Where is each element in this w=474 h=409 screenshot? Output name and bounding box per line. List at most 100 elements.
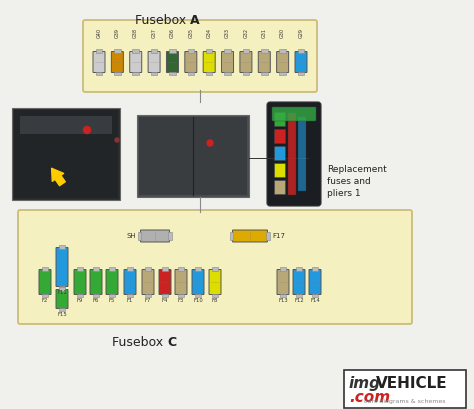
Bar <box>59 245 65 249</box>
Bar <box>224 72 231 75</box>
Text: F6: F6 <box>93 298 99 303</box>
Bar <box>14 110 118 198</box>
Bar <box>279 49 286 52</box>
Bar <box>188 49 194 52</box>
FancyBboxPatch shape <box>233 230 267 242</box>
Bar <box>145 294 151 297</box>
FancyBboxPatch shape <box>272 107 316 121</box>
Text: F15: F15 <box>57 312 67 317</box>
Bar <box>296 267 302 270</box>
FancyBboxPatch shape <box>274 180 285 195</box>
FancyBboxPatch shape <box>274 164 285 178</box>
FancyBboxPatch shape <box>240 52 252 72</box>
Bar <box>261 72 267 75</box>
Bar <box>42 267 48 270</box>
Text: F13: F13 <box>278 298 288 303</box>
Text: VEHICLE: VEHICLE <box>376 376 447 391</box>
Bar <box>151 72 157 75</box>
Bar <box>132 72 139 75</box>
Bar <box>109 294 115 297</box>
Text: G33: G33 <box>225 28 230 38</box>
FancyBboxPatch shape <box>203 52 215 72</box>
FancyBboxPatch shape <box>209 270 221 294</box>
Bar <box>212 294 219 297</box>
FancyBboxPatch shape <box>175 270 187 294</box>
Bar <box>266 232 270 240</box>
Bar <box>42 294 48 297</box>
Bar <box>59 287 65 290</box>
Bar <box>206 49 212 52</box>
Text: F4: F4 <box>162 298 168 303</box>
Bar <box>195 294 201 297</box>
Bar <box>77 267 83 270</box>
Bar <box>298 72 304 75</box>
FancyBboxPatch shape <box>90 270 102 294</box>
FancyBboxPatch shape <box>18 210 412 324</box>
FancyBboxPatch shape <box>56 247 68 286</box>
FancyBboxPatch shape <box>159 270 171 294</box>
FancyBboxPatch shape <box>74 270 86 294</box>
Text: G38: G38 <box>133 28 138 38</box>
FancyBboxPatch shape <box>166 52 178 72</box>
Bar <box>114 49 121 52</box>
FancyBboxPatch shape <box>148 52 160 72</box>
Bar <box>312 267 319 270</box>
FancyBboxPatch shape <box>274 146 285 160</box>
Bar <box>59 308 65 311</box>
Text: img: img <box>349 376 381 391</box>
Circle shape <box>207 140 213 146</box>
Bar <box>288 113 296 195</box>
Bar <box>178 267 184 270</box>
FancyBboxPatch shape <box>124 270 136 294</box>
FancyBboxPatch shape <box>258 52 270 72</box>
Bar <box>168 232 172 240</box>
Bar <box>206 72 212 75</box>
FancyBboxPatch shape <box>83 20 317 92</box>
Text: fuses and: fuses and <box>327 177 371 186</box>
Bar <box>162 294 168 297</box>
Bar <box>298 117 306 191</box>
FancyBboxPatch shape <box>93 52 105 72</box>
Bar <box>77 294 83 297</box>
Text: F7: F7 <box>145 298 151 303</box>
Text: .com: .com <box>349 390 390 405</box>
Text: SH: SH <box>127 233 136 239</box>
Bar <box>151 49 157 52</box>
FancyBboxPatch shape <box>185 52 197 72</box>
Bar <box>20 116 112 134</box>
Text: F8: F8 <box>212 298 218 303</box>
FancyBboxPatch shape <box>267 102 321 206</box>
FancyBboxPatch shape <box>56 290 68 308</box>
Bar <box>127 294 133 297</box>
Bar <box>230 232 234 240</box>
Bar <box>280 294 286 297</box>
Bar <box>12 108 120 200</box>
Bar <box>312 294 319 297</box>
FancyBboxPatch shape <box>106 270 118 294</box>
Circle shape <box>115 138 119 142</box>
Bar <box>139 117 247 195</box>
Text: F5: F5 <box>109 298 115 303</box>
Bar <box>243 72 249 75</box>
FancyBboxPatch shape <box>221 52 234 72</box>
Bar <box>96 72 102 75</box>
Text: G40: G40 <box>97 28 101 38</box>
Text: G35: G35 <box>188 28 193 38</box>
Text: G31: G31 <box>262 28 267 38</box>
Bar <box>132 49 139 52</box>
Bar <box>59 285 65 289</box>
Bar <box>344 370 466 408</box>
FancyBboxPatch shape <box>192 270 204 294</box>
Bar <box>279 72 286 75</box>
Bar <box>224 49 231 52</box>
Text: F2: F2 <box>42 298 48 303</box>
Text: Fusebox: Fusebox <box>135 14 190 27</box>
Bar <box>127 267 133 270</box>
Text: G34: G34 <box>207 28 212 38</box>
Text: F10: F10 <box>193 298 203 303</box>
Text: G29: G29 <box>299 28 303 38</box>
Text: F3: F3 <box>178 298 184 303</box>
Bar <box>280 267 286 270</box>
FancyBboxPatch shape <box>274 112 285 126</box>
Bar <box>169 72 176 75</box>
